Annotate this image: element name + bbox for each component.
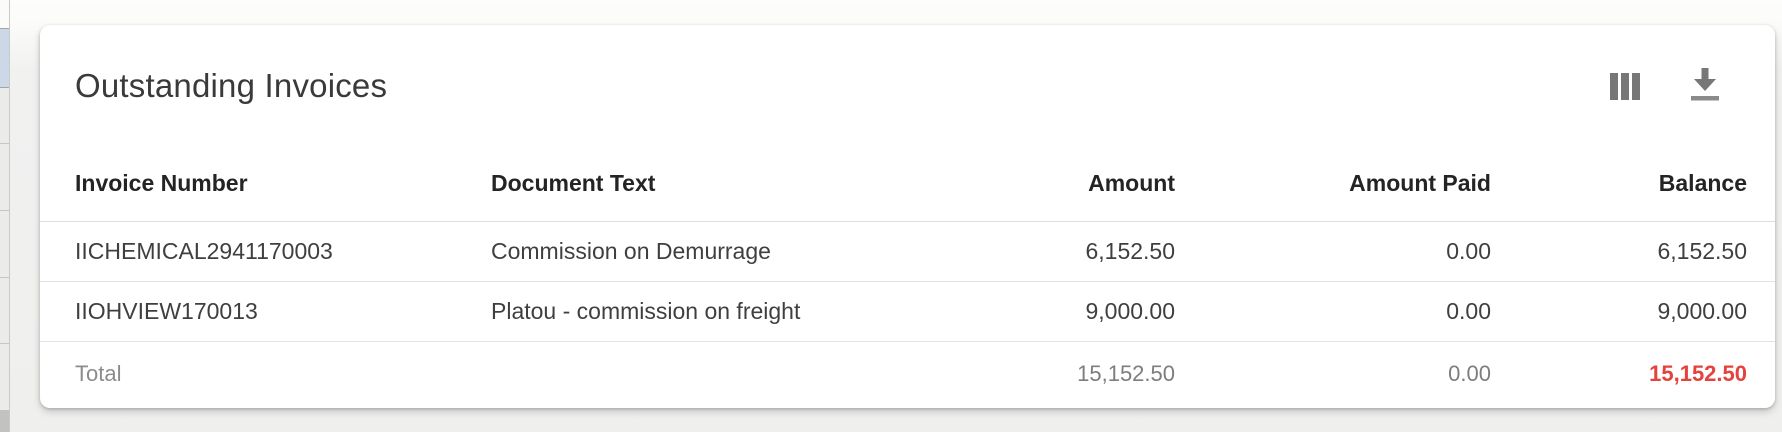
cell-amount-paid: 0.00 [1175, 221, 1491, 282]
cell-balance: 9,000.00 [1491, 281, 1775, 342]
col-header-invoice-number: Invoice Number [40, 147, 491, 222]
download-icon-glyph [1691, 68, 1719, 101]
outstanding-invoices-card: Outstanding Invoices [40, 25, 1775, 408]
cell-document-text: Platou - commission on freight [491, 281, 870, 342]
table-total-row: Total 15,152.50 0.00 15,152.50 [40, 341, 1775, 407]
cell-amount: 6,152.50 [870, 221, 1175, 282]
cell-invoice-number: IICHEMICAL2941170003 [40, 221, 491, 282]
background-list-strip [0, 0, 10, 432]
outstanding-invoices-table: Invoice Number Document Text Amount Amou… [40, 147, 1775, 407]
total-balance: 15,152.50 [1649, 361, 1747, 387]
background-strip-footer [0, 410, 9, 432]
table-row: IICHEMICAL2941170003 Commission on Demur… [40, 221, 1775, 282]
columns-icon-glyph [1610, 72, 1640, 100]
download-icon[interactable] [1688, 68, 1722, 104]
table-header-row: Invoice Number Document Text Amount Amou… [40, 147, 1775, 222]
col-header-document-text: Document Text [491, 147, 870, 222]
background-strip-selected-row [0, 28, 9, 88]
cell-invoice-number: IIOHVIEW170013 [40, 281, 491, 342]
total-amount-paid: 0.00 [1448, 361, 1491, 387]
background-strip-divider [0, 210, 9, 211]
background-strip-segment [0, 0, 9, 28]
columns-icon[interactable] [1608, 68, 1642, 104]
col-header-balance: Balance [1491, 147, 1775, 222]
cell-amount: 9,000.00 [870, 281, 1175, 342]
total-label: Total [75, 361, 122, 387]
table-row: IIOHVIEW170013 Platou - commission on fr… [40, 281, 1775, 342]
cell-document-text: Commission on Demurrage [491, 221, 870, 282]
background-strip-divider [0, 277, 9, 278]
card-title: Outstanding Invoices [75, 67, 388, 104]
cell-amount-paid: 0.00 [1175, 281, 1491, 342]
total-empty-cell [491, 341, 870, 407]
background-strip-divider [0, 343, 9, 344]
col-header-amount-paid: Amount Paid [1175, 147, 1491, 222]
total-amount: 15,152.50 [1077, 361, 1175, 387]
col-header-amount: Amount [870, 147, 1175, 222]
card-header: Outstanding Invoices [40, 25, 1775, 147]
cell-balance: 6,152.50 [1491, 221, 1775, 282]
background-strip-divider [0, 143, 9, 144]
